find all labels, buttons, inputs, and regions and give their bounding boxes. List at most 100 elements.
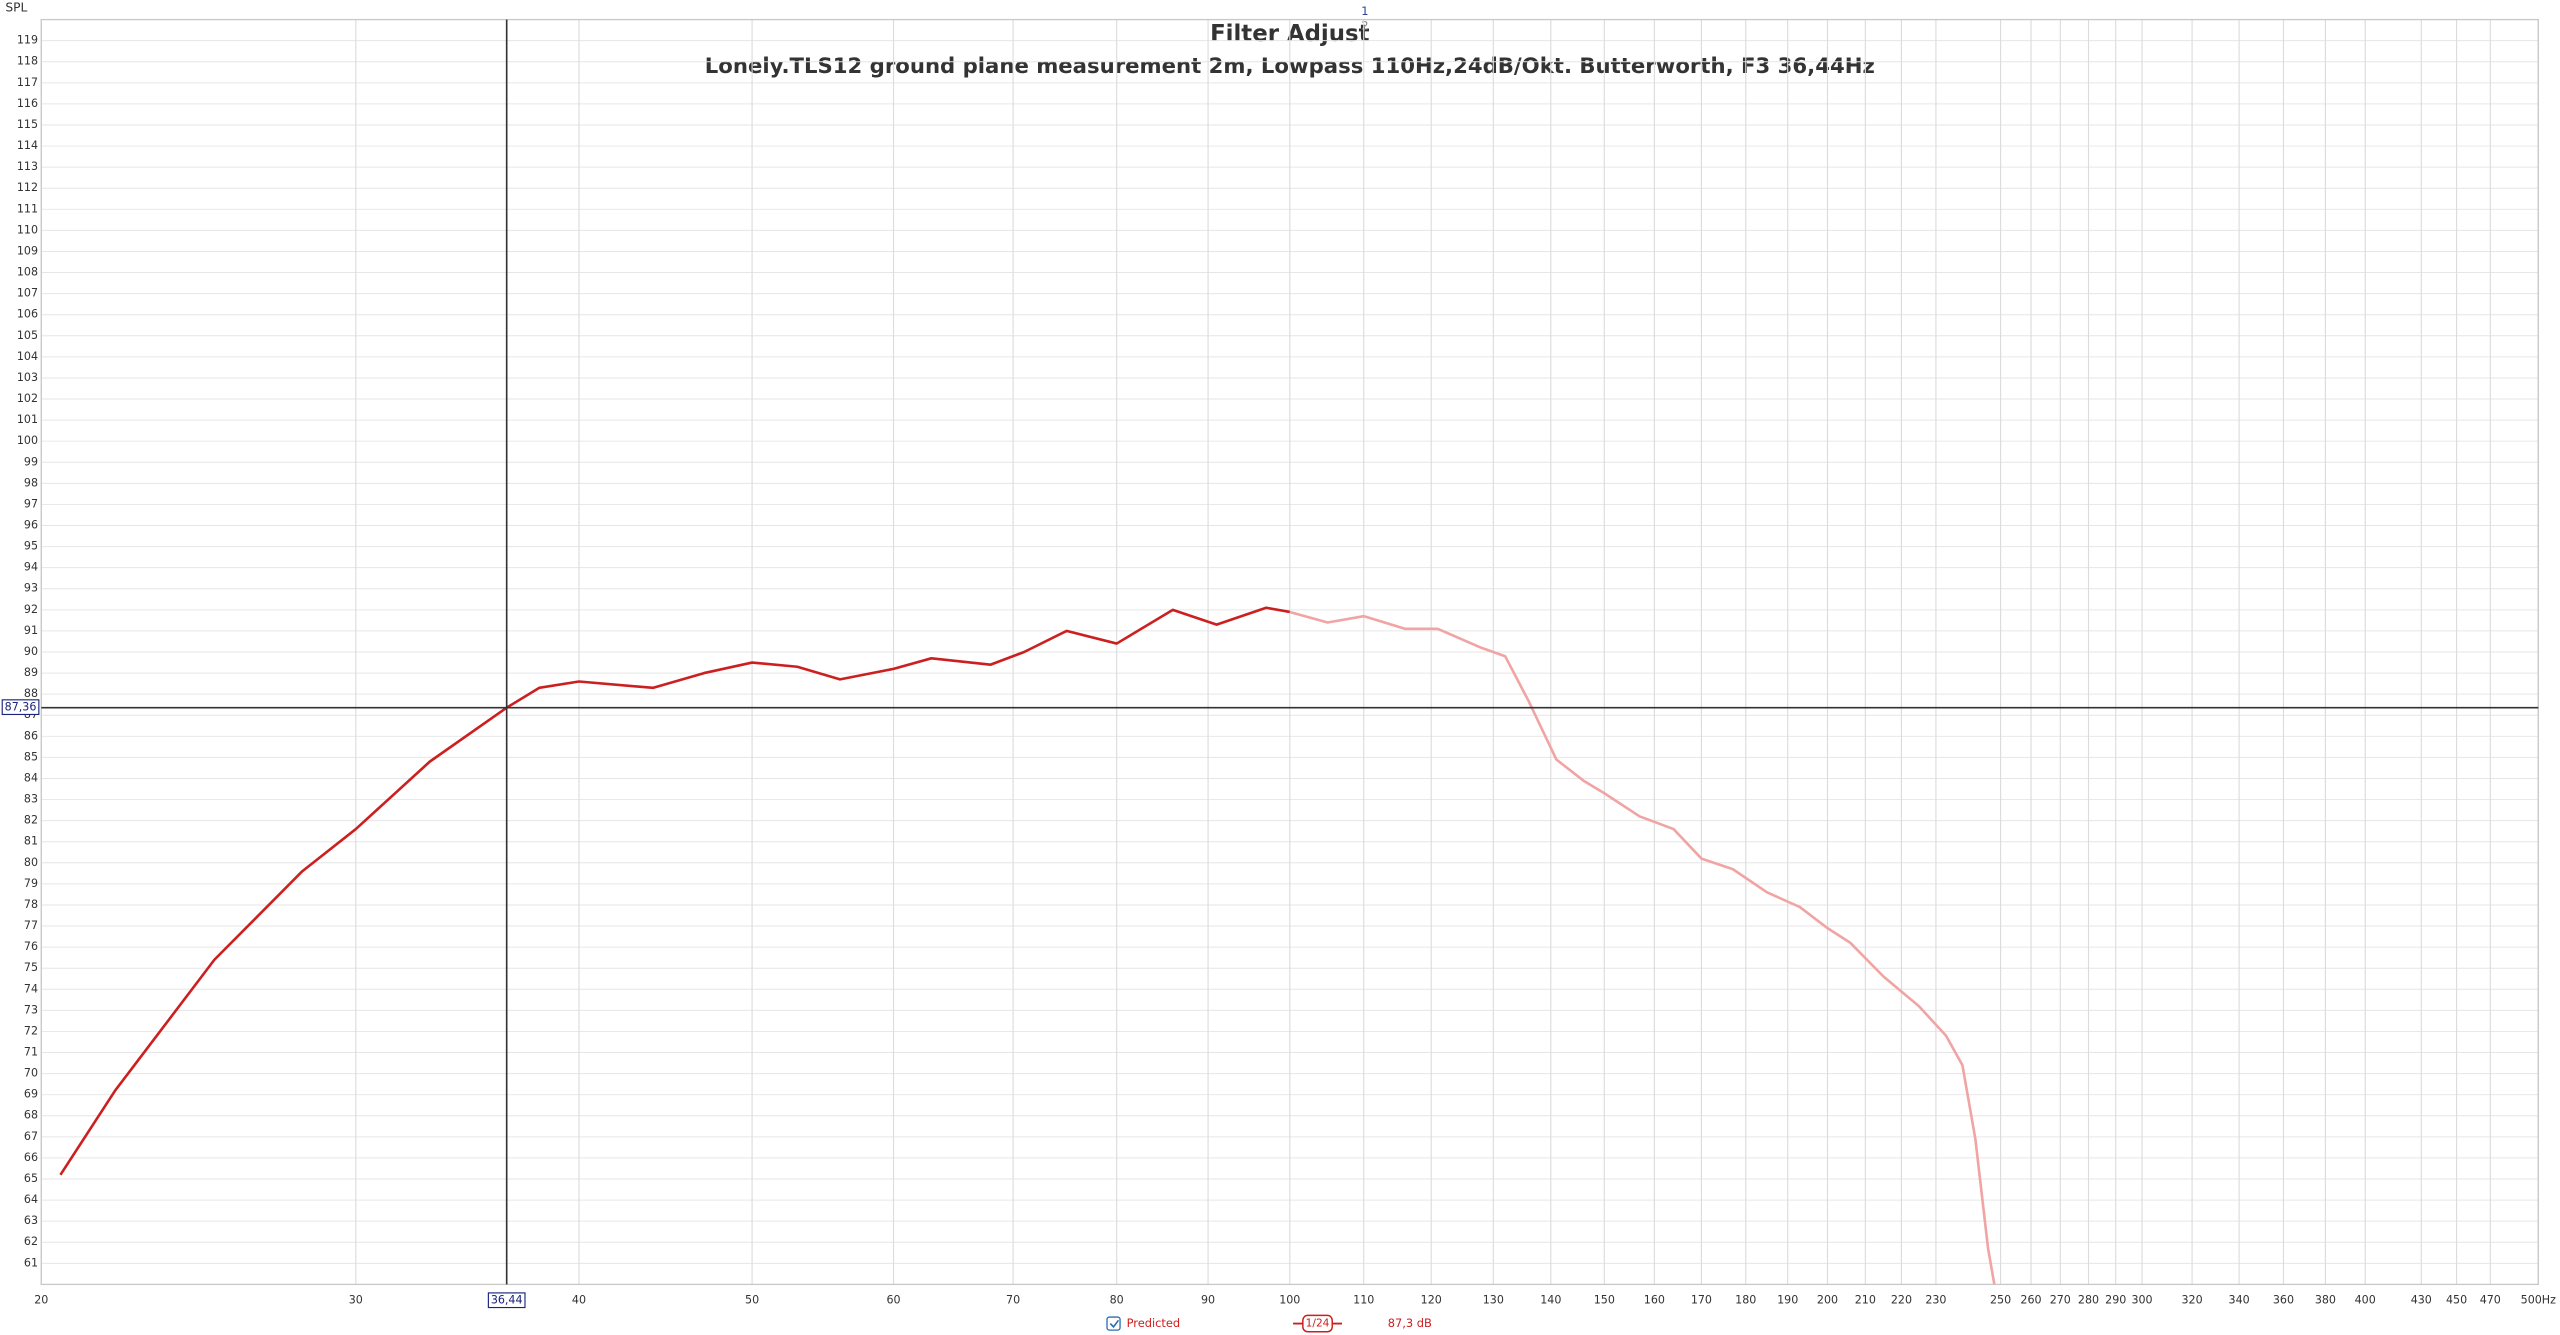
y-tick-label: 103 bbox=[17, 371, 38, 384]
x-tick-label: 40 bbox=[572, 1294, 586, 1307]
y-tick-label: 90 bbox=[24, 645, 38, 658]
x-tick-label: 110 bbox=[1353, 1294, 1374, 1307]
y-tick-label: 78 bbox=[24, 898, 38, 911]
y-tick-label: 95 bbox=[24, 540, 38, 553]
x-tick-label: 260 bbox=[2020, 1294, 2041, 1307]
y-tick-label: 89 bbox=[24, 666, 38, 679]
x-tick-label: 250 bbox=[1990, 1294, 2011, 1307]
y-tick-label: 68 bbox=[24, 1109, 38, 1122]
y-tick-label: 92 bbox=[24, 603, 38, 616]
x-tick-label: 90 bbox=[1201, 1294, 1215, 1307]
y-tick-label: 81 bbox=[24, 835, 38, 848]
x-tick-label: 300 bbox=[2131, 1294, 2152, 1307]
y-tick-label: 86 bbox=[24, 729, 38, 742]
x-tick-label: 400 bbox=[2355, 1294, 2376, 1307]
y-tick-label: 114 bbox=[17, 139, 38, 152]
x-tick-label: 340 bbox=[2229, 1294, 2250, 1307]
y-tick-label: 96 bbox=[24, 519, 38, 532]
x-tick-label: 160 bbox=[1644, 1294, 1665, 1307]
y-tick-label: 106 bbox=[17, 308, 38, 321]
y-tick-label: 110 bbox=[17, 223, 38, 236]
y-tick-label: 105 bbox=[17, 329, 38, 342]
y-tick-label: 65 bbox=[24, 1172, 38, 1185]
y-tick-label: 63 bbox=[24, 1214, 38, 1227]
y-tick-label: 117 bbox=[17, 76, 38, 89]
x-tick-label: 50 bbox=[745, 1294, 759, 1307]
x-tick-label: 270 bbox=[2050, 1294, 2071, 1307]
y-tick-label: 66 bbox=[24, 1151, 38, 1164]
cursor-x-label: 36,44 bbox=[491, 1294, 523, 1307]
y-tick-label: 74 bbox=[24, 982, 38, 995]
legend-level: 87,3 dB bbox=[1388, 1316, 1432, 1330]
y-tick-label: 83 bbox=[24, 793, 38, 806]
x-tick-label: 220 bbox=[1891, 1294, 1912, 1307]
x-tick-label: 150 bbox=[1594, 1294, 1615, 1307]
y-tick-label: 98 bbox=[24, 476, 38, 489]
y-tick-label: 70 bbox=[24, 1067, 38, 1080]
smoothing-label: 1/24 bbox=[1306, 1318, 1330, 1330]
series-group bbox=[59, 606, 1996, 1285]
x-tick-label: 100 bbox=[1279, 1294, 1300, 1307]
x-tick-label: 170 bbox=[1691, 1294, 1712, 1307]
x-tick-label: 60 bbox=[886, 1294, 900, 1307]
y-tick-label: 118 bbox=[17, 55, 38, 68]
y-tick-label: 113 bbox=[17, 160, 38, 173]
y-tick-label: 85 bbox=[24, 750, 38, 763]
legend-checkbox[interactable] bbox=[1106, 1316, 1121, 1331]
y-tick-label: 115 bbox=[17, 118, 38, 131]
y-tick-label: 71 bbox=[24, 1046, 38, 1059]
y-tick-label: 84 bbox=[24, 771, 38, 784]
y-tick-label: 80 bbox=[24, 856, 38, 869]
cursor-y-label: 87,36 bbox=[5, 701, 37, 714]
y-tick-label: 99 bbox=[24, 455, 38, 468]
y-tick-label: 101 bbox=[17, 413, 38, 426]
x-tick-label: 320 bbox=[2182, 1294, 2203, 1307]
y-tick-label: 100 bbox=[17, 434, 38, 447]
x-tick-label: 500Hz bbox=[2521, 1294, 2556, 1307]
y-tick-label: 102 bbox=[17, 392, 38, 405]
y-tick-label: 107 bbox=[17, 287, 38, 300]
legend-label: Predicted bbox=[1127, 1316, 1181, 1330]
series-line bbox=[59, 606, 1291, 1176]
y-axis-label: SPL bbox=[5, 1, 27, 15]
y-tick-label: 108 bbox=[17, 266, 38, 279]
x-tick-label: 200 bbox=[1817, 1294, 1838, 1307]
x-tick-label: 30 bbox=[349, 1294, 363, 1307]
x-tick-label: 180 bbox=[1735, 1294, 1756, 1307]
title-mark: 1 bbox=[1361, 4, 1368, 18]
x-tick-label: 70 bbox=[1006, 1294, 1020, 1307]
plot-frame bbox=[40, 18, 2539, 1286]
y-tick-label: 82 bbox=[24, 814, 38, 827]
x-tick-label: 450 bbox=[2446, 1294, 2467, 1307]
y-tick-label: 62 bbox=[24, 1235, 38, 1248]
y-tick-label: 69 bbox=[24, 1088, 38, 1101]
y-tick-label: 119 bbox=[17, 34, 38, 47]
x-tick-label: 80 bbox=[1110, 1294, 1124, 1307]
cursor-x-label-box bbox=[487, 1292, 526, 1309]
x-tick-label: 360 bbox=[2273, 1294, 2294, 1307]
x-tick-label: 430 bbox=[2411, 1294, 2432, 1307]
y-tick-label: 76 bbox=[24, 940, 38, 953]
y-tick-label: 91 bbox=[24, 624, 38, 637]
x-tick-label: 210 bbox=[1855, 1294, 1876, 1307]
y-tick-label: 88 bbox=[24, 687, 38, 700]
cursor-y-label-box bbox=[1, 699, 40, 716]
y-tick-label: 111 bbox=[17, 202, 38, 215]
x-tick-label: 190 bbox=[1777, 1294, 1798, 1307]
y-tick-label: 116 bbox=[17, 97, 38, 110]
smoothing-box[interactable] bbox=[1302, 1314, 1333, 1333]
y-tick-label: 73 bbox=[24, 1003, 38, 1016]
y-tick-label: 77 bbox=[24, 919, 38, 932]
series-line bbox=[1289, 610, 1996, 1285]
y-tick-label: 112 bbox=[17, 181, 38, 194]
y-tick-label: 104 bbox=[17, 350, 38, 363]
x-tick-label: 280 bbox=[2078, 1294, 2099, 1307]
x-tick-label: 380 bbox=[2315, 1294, 2336, 1307]
y-tick-label: 109 bbox=[17, 244, 38, 257]
x-tick-label: 230 bbox=[1925, 1294, 1946, 1307]
x-tick-label: 120 bbox=[1421, 1294, 1442, 1307]
x-tick-label: 140 bbox=[1540, 1294, 1561, 1307]
